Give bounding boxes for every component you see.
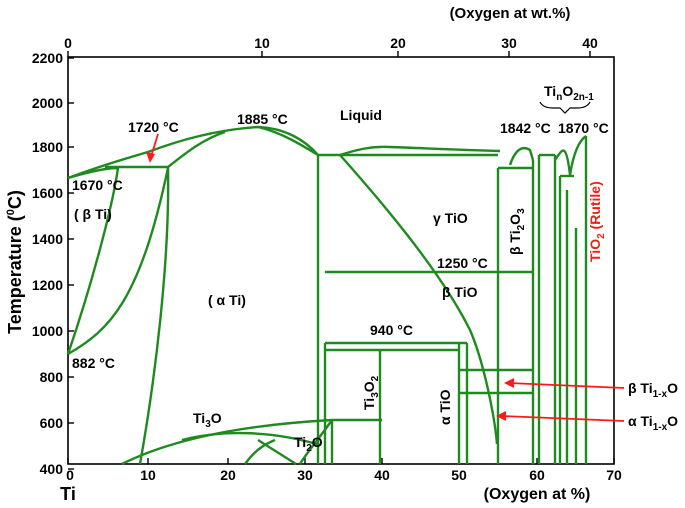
y-tick-1400: 1400	[32, 231, 63, 247]
label-alpha-ti: ( α Ti)	[208, 292, 246, 308]
bottom-tick-30: 30	[297, 467, 313, 483]
bottom-tick-60: 60	[529, 467, 545, 483]
y-tick-1600: 1600	[32, 185, 63, 201]
bottom-tick-10: 10	[140, 467, 156, 483]
top-axis-title: (Oxygen at wt.%)	[450, 5, 571, 22]
top-axis-ticks	[67, 51, 591, 57]
y-tick-600: 600	[40, 415, 64, 431]
top-tick-10: 10	[254, 35, 270, 51]
label-gamma-tio: γ TiO	[433, 210, 468, 226]
bottom-axis-tick-labels: 0 10 20 30 40 50 60 70	[66, 467, 622, 483]
y-axis-title: Temperature (0C)	[5, 190, 25, 334]
label-rutile: TiO2 (Rutile)	[587, 181, 607, 262]
arrow-alpha-ti1x	[500, 415, 625, 422]
label-beta-ti: ( β Ti)	[74, 206, 112, 222]
bottom-tick-40: 40	[374, 467, 390, 483]
region-labels: Liquid ( β Ti) ( α Ti) 1720 °C 1885 °C 1…	[72, 83, 678, 454]
top-tick-40: 40	[582, 35, 598, 51]
label-1842: 1842 °C	[500, 120, 551, 136]
y-axis-ticks	[68, 57, 74, 470]
label-1870: 1870 °C	[558, 120, 609, 136]
label-1250: 1250 °C	[437, 255, 488, 271]
y-tick-800: 800	[40, 369, 64, 385]
plot-frame	[67, 56, 615, 465]
annotation-arrows	[146, 133, 625, 422]
bottom-axis-title: (Oxygen at %)	[484, 486, 591, 503]
label-882: 882 °C	[72, 355, 115, 371]
label-ti2o: Ti2O	[294, 434, 323, 454]
y-tick-1000: 1000	[32, 323, 63, 339]
label-beta-tio: β TiO	[442, 284, 478, 300]
label-alpha-ti1x: α Ti1-xO	[628, 413, 678, 433]
bottom-tick-50: 50	[451, 467, 467, 483]
label-1885: 1885 °C	[237, 111, 288, 127]
y-axis-tick-labels: 400 600 800 1000 1200 1400 1600 1800 200…	[32, 50, 63, 477]
top-tick-0: 0	[64, 35, 72, 51]
bottom-tick-0: 0	[66, 467, 74, 483]
top-tick-20: 20	[390, 35, 406, 51]
bottom-tick-20: 20	[220, 467, 236, 483]
phase-boundaries	[66, 125, 588, 466]
label-alpha-tio: α TiO	[437, 389, 453, 425]
y-tick-1200: 1200	[32, 277, 63, 293]
label-tino2n-1: TinO2n-1	[544, 83, 594, 103]
bottom-origin-label: Ti	[60, 484, 76, 504]
arrow-beta-ti1x	[508, 382, 625, 389]
label-beta-ti2o3: β Ti2O3	[507, 208, 527, 255]
y-tick-2200: 2200	[32, 50, 63, 66]
bottom-axis-ticks	[67, 458, 615, 464]
y-tick-1800: 1800	[32, 139, 63, 155]
bottom-tick-70: 70	[606, 467, 622, 483]
y-tick-2000: 2000	[32, 95, 63, 111]
label-1670: 1670 °C	[72, 177, 123, 193]
label-beta-ti1x: β Ti1-xO	[628, 380, 678, 400]
top-tick-30: 30	[501, 35, 517, 51]
tino-brace	[539, 101, 591, 114]
top-axis-tick-labels: 0 10 20 30 40	[64, 35, 598, 51]
label-liquid: Liquid	[340, 107, 382, 123]
label-940: 940 °C	[370, 322, 413, 338]
label-1720: 1720 °C	[128, 119, 179, 135]
label-ti3o: Ti3O	[193, 410, 222, 430]
y-tick-400: 400	[40, 461, 64, 477]
label-ti3o2: Ti3O2	[361, 375, 381, 410]
